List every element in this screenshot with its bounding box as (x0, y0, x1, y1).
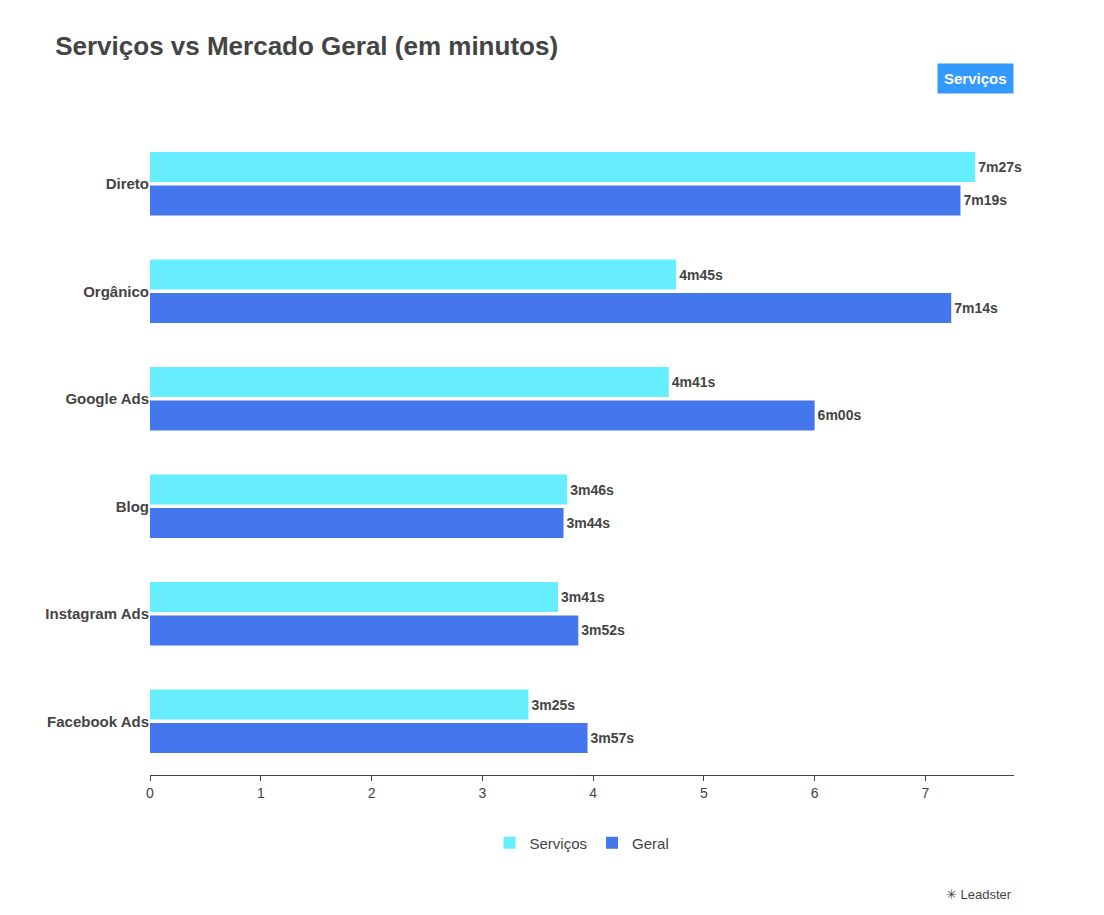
svg-text:3m52s: 3m52s (581, 622, 625, 638)
svg-text:Serviços: Serviços (530, 835, 588, 852)
svg-text:Direto: Direto (106, 175, 149, 192)
svg-text:3m57s: 3m57s (591, 730, 635, 746)
svg-text:Serviços vs Mercado Geral (em: Serviços vs Mercado Geral (em minutos) (55, 31, 558, 61)
svg-text:1: 1 (257, 785, 265, 801)
svg-text:Blog: Blog (116, 498, 149, 515)
svg-text:Serviços: Serviços (944, 70, 1007, 87)
svg-text:5: 5 (700, 785, 708, 801)
svg-text:✳ Leadster: ✳ Leadster (946, 887, 1012, 902)
svg-text:7m14s: 7m14s (954, 300, 998, 316)
svg-text:3m25s: 3m25s (531, 697, 575, 713)
svg-text:Orgânico: Orgânico (83, 283, 149, 300)
svg-text:6m00s: 6m00s (818, 407, 862, 423)
svg-text:Instagram Ads: Instagram Ads (45, 605, 149, 622)
svg-text:Google Ads: Google Ads (65, 390, 149, 407)
svg-text:4m45s: 4m45s (679, 267, 723, 283)
svg-text:Facebook Ads: Facebook Ads (47, 713, 149, 730)
svg-text:6: 6 (811, 785, 819, 801)
svg-text:3m46s: 3m46s (570, 482, 614, 498)
svg-text:3m44s: 3m44s (567, 515, 611, 531)
svg-text:0: 0 (146, 785, 154, 801)
svg-text:7: 7 (921, 785, 929, 801)
svg-text:4m41s: 4m41s (672, 374, 716, 390)
svg-text:3: 3 (478, 785, 486, 801)
svg-text:7m27s: 7m27s (978, 159, 1022, 175)
svg-text:4: 4 (589, 785, 597, 801)
svg-text:7m19s: 7m19s (963, 192, 1007, 208)
svg-text:2: 2 (368, 785, 376, 801)
svg-text:3m41s: 3m41s (561, 589, 605, 605)
svg-text:Geral: Geral (632, 835, 669, 852)
